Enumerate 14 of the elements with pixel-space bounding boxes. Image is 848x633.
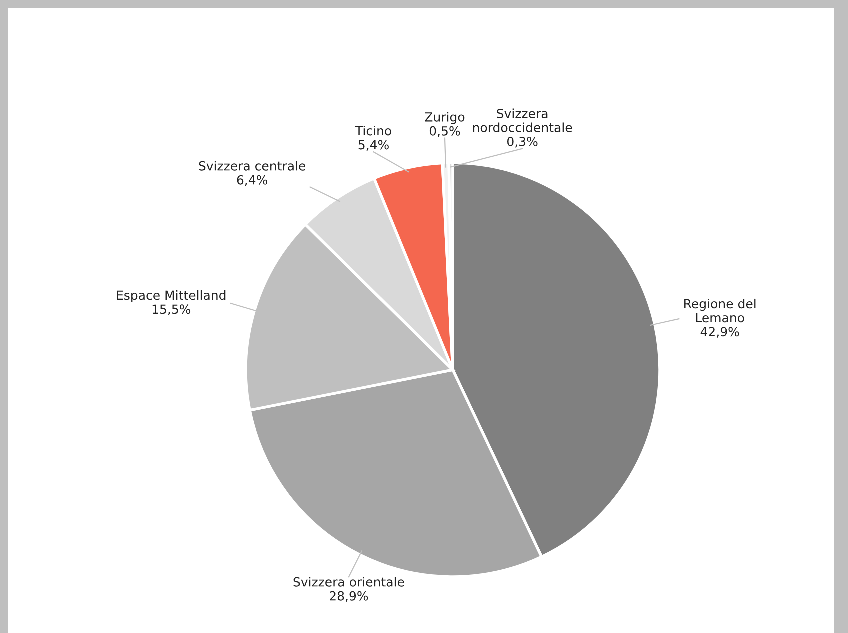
slice-label: Svizzera centrale <box>199 161 306 171</box>
slice-label: Svizzera nordoccidentale <box>473 108 572 132</box>
slice-label: Regione del Lemano <box>684 298 756 323</box>
slice-label: Espace Mittelland <box>117 290 226 303</box>
data-label: 28,9% <box>330 591 368 602</box>
data-label: 0,5% <box>430 126 460 138</box>
data-label: 15,5% <box>152 304 191 316</box>
data-label: 5,4% <box>358 140 389 151</box>
data-label: 6,4% <box>237 175 268 186</box>
data-label: 42,9% <box>700 327 740 338</box>
slice-label: Zurigo <box>425 112 465 124</box>
data-label: 0,3% <box>508 136 538 148</box>
slice-label: Svizzera orientale <box>294 577 404 587</box>
slice-label: Ticino <box>355 126 392 136</box>
